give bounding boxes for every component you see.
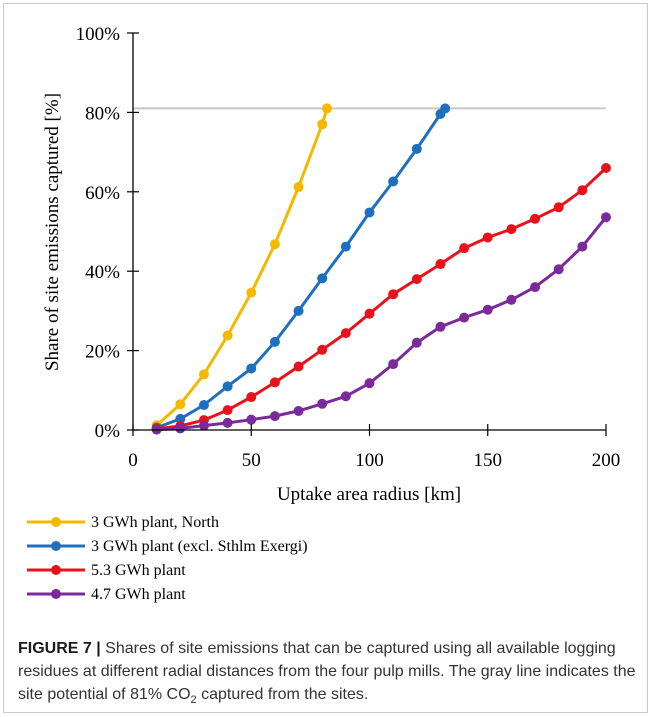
data-point (246, 392, 257, 403)
data-point (321, 103, 332, 114)
x-tick-label: 0 (128, 450, 138, 471)
data-point (435, 259, 446, 270)
data-point (530, 213, 541, 224)
data-point (269, 239, 280, 250)
data-point (317, 398, 328, 409)
data-point (222, 381, 233, 392)
data-point (435, 321, 446, 332)
data-point (293, 305, 304, 316)
data-point (293, 405, 304, 416)
data-point (246, 414, 257, 425)
caption-label: FIGURE 7 | (18, 640, 101, 657)
data-point (364, 308, 375, 319)
data-point (175, 413, 186, 424)
data-point (246, 363, 257, 374)
data-point (506, 294, 517, 305)
data-point (388, 289, 399, 300)
data-point (317, 344, 328, 355)
series-line (156, 216, 608, 432)
y-tick-label: 100% (76, 24, 121, 45)
data-point (388, 176, 399, 187)
legend-label: 3 GWh plant, North (91, 514, 219, 531)
data-point (175, 423, 186, 434)
data-point (246, 287, 257, 298)
legend-label: 4.7 GWh plant (91, 586, 186, 603)
data-point (293, 182, 304, 193)
legend-swatch-marker (51, 541, 61, 551)
figure-caption: FIGURE 7 | Shares of site emissions that… (18, 637, 642, 706)
legend-entry: 3 GWh plant, North (27, 514, 219, 531)
data-point (198, 399, 209, 410)
data-point (198, 420, 209, 431)
y-tick-label: 0% (95, 421, 121, 442)
data-point (222, 330, 233, 341)
data-point (340, 241, 351, 252)
data-point (222, 405, 233, 416)
data-point (364, 378, 375, 389)
data-point (269, 377, 280, 388)
data-point (601, 162, 611, 173)
data-point (340, 391, 351, 402)
line-chart: 0% 20% 40% 60% 80% 100% 0 50 100 150 200 Uptake ar… (27, 24, 621, 603)
caption-text: Shares of site emissions that can be cap… (18, 640, 636, 703)
data-point (577, 185, 588, 196)
figure-frame (3, 3, 648, 713)
x-tick-label: 50 (242, 450, 261, 471)
data-point (340, 328, 351, 339)
x-tick-label: 100 (355, 450, 384, 471)
data-point (198, 369, 209, 380)
x-tick-label: 200 (592, 450, 621, 471)
caption-subscript: 2 (190, 694, 197, 707)
y-axis-title: Share of site emissions captured [%] (42, 93, 63, 371)
data-point (482, 232, 493, 243)
data-point (577, 241, 588, 252)
data-point (530, 282, 541, 293)
data-point (482, 304, 493, 315)
data-point (364, 207, 375, 218)
legend-swatch-marker (51, 589, 61, 599)
data-point (317, 119, 328, 130)
data-point (553, 264, 564, 275)
series-group (151, 212, 611, 435)
legend-entry: 5.3 GWh plant (27, 562, 186, 579)
series-group (151, 103, 332, 431)
y-tick-label: 20% (85, 342, 120, 363)
data-point (175, 399, 186, 410)
data-point (506, 224, 517, 235)
legend-swatch-marker (51, 565, 61, 575)
data-point (317, 273, 328, 284)
data-point (269, 411, 280, 422)
y-tick-label: 60% (85, 183, 120, 204)
data-point (222, 417, 233, 428)
caption-text-end: captured from the sites. (196, 686, 369, 703)
series-group (151, 162, 611, 434)
data-point (553, 202, 564, 213)
legend-label: 3 GWh plant (excl. Sthlm Exergi) (91, 538, 308, 555)
legend-swatch-marker (51, 517, 61, 527)
x-axis-title: Uptake area radius [km] (277, 484, 461, 505)
data-point (411, 143, 422, 154)
data-point (411, 337, 422, 348)
legend-entry: 3 GWh plant (excl. Sthlm Exergi) (27, 538, 308, 555)
legend-label: 5.3 GWh plant (91, 562, 186, 579)
data-point (411, 274, 422, 285)
data-point (269, 336, 280, 347)
x-tick-label: 150 (474, 450, 503, 471)
data-point (293, 361, 304, 372)
y-tick-label: 40% (85, 262, 120, 283)
data-point (459, 243, 470, 254)
data-point (459, 312, 470, 323)
series-line (155, 107, 329, 427)
data-point (440, 103, 451, 114)
data-point (601, 212, 611, 223)
legend-entry: 4.7 GWh plant (27, 586, 186, 603)
data-point (388, 359, 399, 370)
y-tick-label: 80% (85, 103, 120, 124)
